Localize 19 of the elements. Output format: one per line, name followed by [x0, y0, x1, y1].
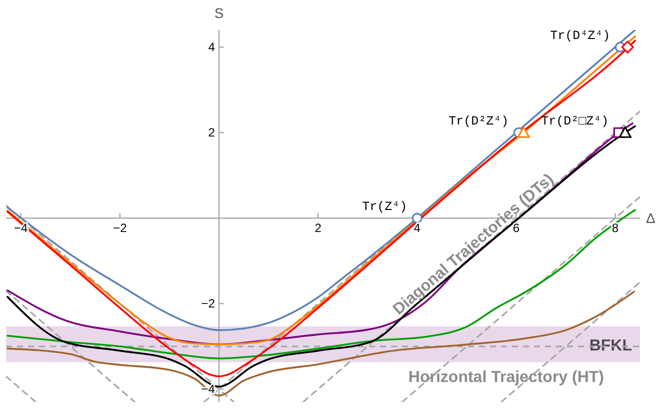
point — [517, 126, 530, 138]
point — [412, 212, 422, 224]
ref-line-label: Horizontal Trajectory (HT) — [408, 369, 604, 386]
y-axis-title: S — [214, 5, 224, 21]
x-tick-label: 4 — [414, 221, 421, 236]
y-tick-label: 4 — [208, 40, 216, 54]
annotation: Tr(D²Z⁴) — [448, 114, 509, 129]
y-tick-label: 2 — [208, 126, 216, 140]
x-tick-label: 8 — [612, 221, 619, 236]
point — [621, 40, 634, 54]
x-tick-label: −2 — [113, 221, 128, 236]
point — [618, 126, 632, 138]
x-tick-label: 2 — [314, 221, 322, 236]
annotation: Tr(D²□Z⁴) — [541, 114, 609, 129]
y-tick-label: −2 — [201, 296, 216, 311]
x-tick-label: −4 — [14, 221, 28, 236]
annotation: Tr(D⁴Z⁴) — [550, 29, 610, 44]
annotation: Tr(Z⁴) — [362, 200, 408, 214]
x-axis-title: Δ — [646, 210, 656, 226]
